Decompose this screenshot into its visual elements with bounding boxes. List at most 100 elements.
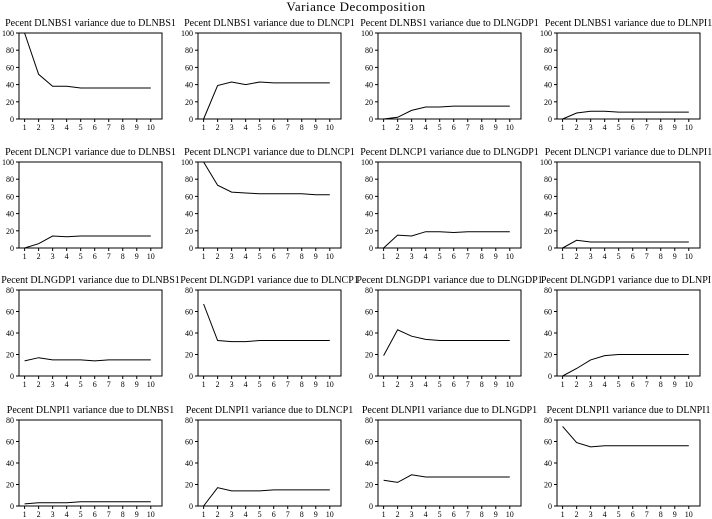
panel-title: Pecent DLNPI1 variance due to DLNGDP1 [362, 405, 537, 416]
x-tick-label: 8 [480, 380, 484, 389]
x-tick-label: 8 [121, 252, 125, 261]
y-tick-label: 100 [361, 29, 373, 38]
plot-frame [18, 161, 163, 249]
series-line [562, 426, 689, 448]
y-tick-label: 80 [544, 46, 552, 55]
x-tick-label: 4 [424, 380, 428, 389]
x-tick-label: 7 [286, 510, 290, 519]
x-tick-label: 3 [589, 252, 593, 261]
x-tick-label: 7 [466, 380, 470, 389]
plot-frame [377, 32, 522, 120]
x-tick-label: 6 [631, 252, 635, 261]
series-line [383, 474, 510, 483]
x-tick-label: 2 [216, 510, 220, 519]
plot-frame [197, 32, 342, 120]
y-tick-label: 60 [544, 438, 552, 447]
x-tick-label: 1 [202, 510, 206, 519]
panel-title: Pecent DLNGDP1 variance due to DLNPI1 [541, 275, 712, 286]
x-tick-label: 8 [659, 123, 663, 132]
panel-title: Pecent DLNBS1 variance due to DLNGDP1 [360, 18, 539, 29]
plot-frame [556, 289, 701, 377]
x-tick-label: 4 [244, 510, 248, 519]
panel-title: Pecent DLNPI1 variance due to DLNBS1 [7, 405, 174, 416]
y-tick-label: 60 [365, 308, 373, 317]
x-tick-label: 6 [272, 252, 276, 261]
panel-title: Pecent DLNBS1 variance due to DLNBS1 [5, 18, 176, 29]
x-tick-label: 2 [396, 123, 400, 132]
x-tick-label: 9 [135, 380, 139, 389]
x-tick-label: 6 [452, 380, 456, 389]
panel-title: Pecent DLNGDP1 variance due to DLNCP1 [180, 275, 359, 286]
y-tick-label: 20 [6, 98, 14, 107]
plot-frame [197, 419, 342, 507]
x-tick-label: 7 [107, 380, 111, 389]
y-tick-label: 60 [544, 63, 552, 72]
x-tick-label: 6 [452, 252, 456, 261]
y-tick-label: 80 [6, 175, 14, 184]
x-tick-label: 10 [147, 123, 155, 132]
x-tick-label: 9 [494, 510, 498, 519]
y-tick-label: 0 [189, 502, 193, 511]
x-tick-label: 10 [326, 252, 334, 261]
x-tick-label: 5 [258, 252, 262, 261]
x-tick-label: 3 [589, 510, 593, 519]
y-tick-label: 60 [185, 63, 193, 72]
x-tick-label: 9 [135, 123, 139, 132]
y-tick-label: 80 [544, 416, 552, 425]
x-tick-label: 10 [147, 380, 155, 389]
x-tick-label: 8 [480, 252, 484, 261]
y-tick-label: 40 [365, 81, 373, 90]
y-tick-label: 80 [6, 286, 14, 295]
y-tick-label: 0 [369, 502, 373, 511]
x-tick-label: 6 [631, 510, 635, 519]
y-tick-label: 40 [6, 210, 14, 219]
x-tick-label: 4 [603, 252, 607, 261]
series-line [203, 303, 330, 343]
y-tick-label: 60 [6, 63, 14, 72]
y-tick-label: 40 [185, 329, 193, 338]
x-tick-label: 5 [617, 510, 621, 519]
x-tick-label: 10 [506, 252, 514, 261]
y-tick-label: 0 [189, 372, 193, 381]
x-tick-label: 1 [382, 252, 386, 261]
y-tick-label: 0 [189, 115, 193, 124]
series-line [203, 81, 330, 120]
chart-panel: Pecent DLNCP1 variance due to DLNPI1 0 20 4… [540, 147, 712, 261]
series-line [203, 487, 330, 507]
x-tick-label: 7 [107, 252, 111, 261]
panel-title: Pecent DLNCP1 variance due to DLNGDP1 [360, 147, 539, 158]
x-tick-label: 4 [65, 510, 69, 519]
y-tick-label: 80 [185, 46, 193, 55]
x-tick-label: 9 [135, 252, 139, 261]
y-tick-label: 100 [181, 158, 193, 167]
x-tick-label: 4 [424, 123, 428, 132]
x-tick-label: 6 [272, 123, 276, 132]
y-tick-label: 60 [544, 308, 552, 317]
x-tick-label: 8 [121, 380, 125, 389]
x-tick-label: 7 [286, 252, 290, 261]
x-tick-label: 5 [438, 380, 442, 389]
series-line [24, 32, 151, 89]
x-tick-label: 10 [685, 380, 693, 389]
x-tick-label: 5 [79, 380, 83, 389]
x-tick-label: 4 [603, 380, 607, 389]
y-tick-label: 20 [544, 98, 552, 107]
x-tick-label: 3 [230, 252, 234, 261]
x-tick-label: 10 [326, 123, 334, 132]
x-tick-label: 8 [480, 510, 484, 519]
y-tick-label: 0 [548, 244, 552, 253]
x-tick-label: 1 [561, 510, 565, 519]
y-tick-label: 0 [369, 244, 373, 253]
x-tick-label: 3 [51, 380, 55, 389]
x-tick-label: 2 [396, 510, 400, 519]
y-tick-label: 40 [544, 459, 552, 468]
y-tick-label: 40 [6, 81, 14, 90]
chart-panel: Pecent DLNPI1 variance due to DLNCP1 0 20 4… [185, 405, 353, 519]
figure-title: Variance Decomposition [286, 0, 425, 14]
y-tick-label: 60 [6, 308, 14, 317]
x-tick-label: 1 [23, 123, 27, 132]
x-tick-label: 2 [575, 123, 579, 132]
panel-title: Pecent DLNGDP1 variance due to DLNGDP1 [356, 275, 542, 286]
x-tick-label: 3 [589, 123, 593, 132]
